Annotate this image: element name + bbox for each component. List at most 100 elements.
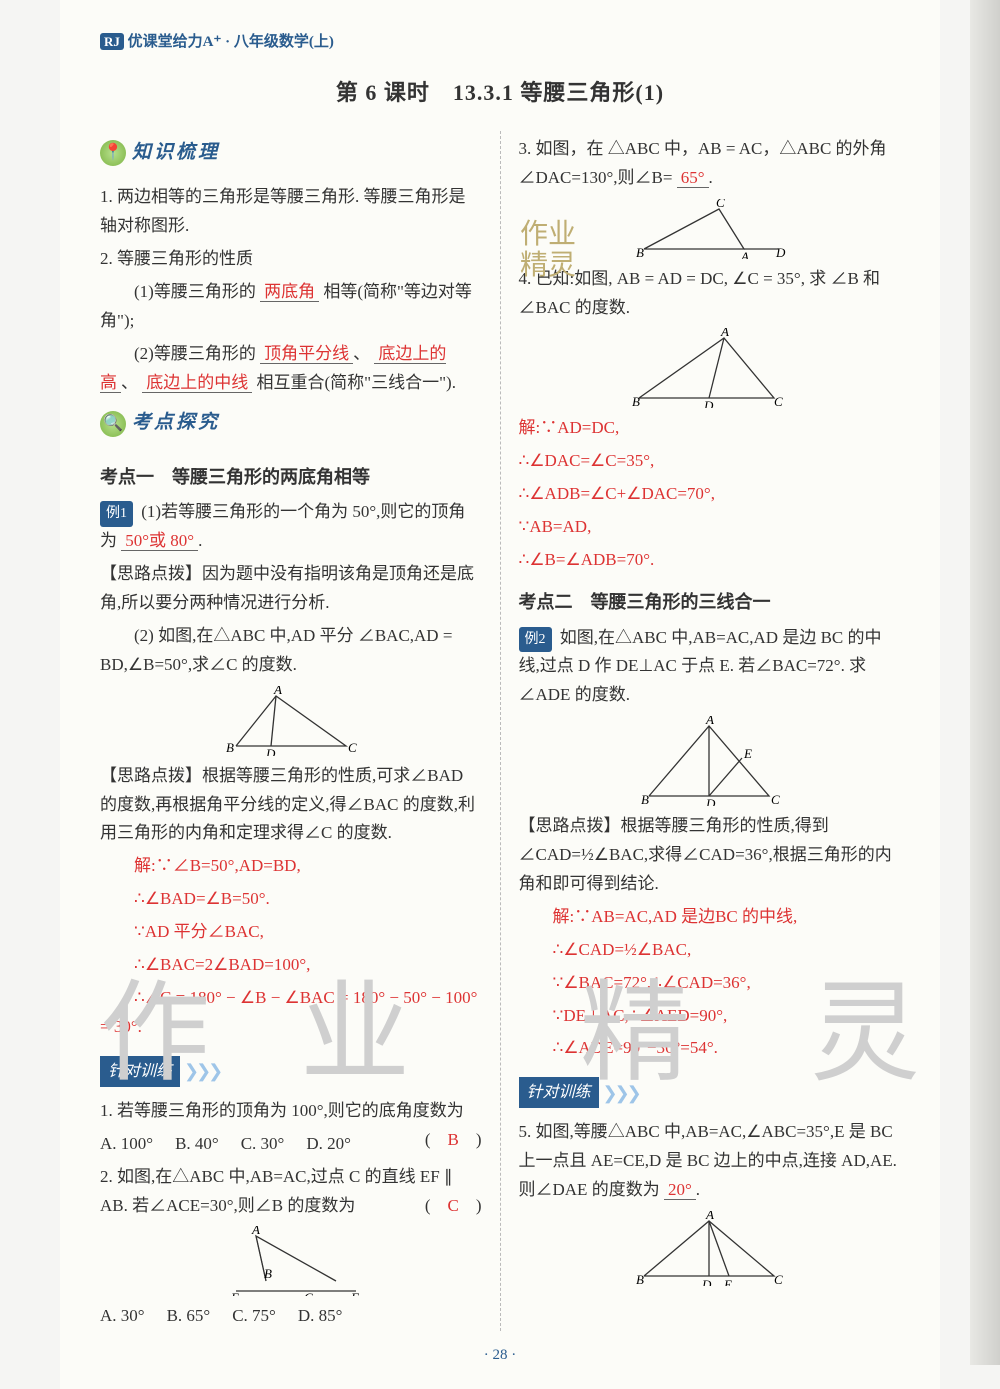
svg-text:E: E — [743, 746, 752, 761]
figure-q4: A B D C — [519, 328, 901, 408]
triangle-icon: A B D C E — [624, 716, 794, 806]
text: 5. 如图,等腰△ABC 中,AB=AC,∠ABC=35°,E 是 BC 上一点… — [519, 1122, 897, 1199]
section-label: 考点探究 — [132, 407, 220, 439]
answer-blank: 顶角平分线 — [260, 344, 353, 364]
svg-text:B: B — [636, 245, 644, 259]
figure-triangle-abc-d: A B D C — [100, 686, 482, 756]
sol-line: ∴∠CAD=½∠BAC, — [519, 936, 901, 965]
figure-q5: A B D E C — [519, 1211, 901, 1286]
sol-line: ∴∠C = 180° − ∠B − ∠BAC = 180° − 50° − 10… — [100, 984, 482, 1042]
training-label: 针对训练 — [100, 1056, 180, 1087]
sol-line: 解:∵AB=AC,AD 是边BC 的中线, — [519, 903, 901, 932]
answer: C — [447, 1196, 458, 1215]
kaodian-2-title: 考点二 等腰三角形的三线合一 — [519, 587, 901, 618]
text: 如图,在△ABC 中,AB=AC,AD 是边 BC 的中线,过点 D 作 DE⊥… — [519, 628, 882, 705]
svg-text:B: B — [641, 792, 649, 806]
sol-line: ∴∠ADE=90°−36°=54°. — [519, 1034, 901, 1063]
svg-text:E: E — [723, 1277, 732, 1286]
knowledge-2: 2. 等腰三角形的性质 — [100, 245, 482, 274]
text: 2. 如图,在△ABC 中,AB=AC,过点 C 的直线 EF ∥ AB. 若∠… — [100, 1167, 452, 1215]
text: (1)等腰三角形的 — [134, 282, 256, 301]
svg-text:C: C — [771, 792, 780, 806]
q5: 5. 如图,等腰△ABC 中,AB=AC,∠ABC=35°,E 是 BC 上一点… — [519, 1118, 901, 1205]
pin-icon: 📍 — [100, 140, 126, 166]
knowledge-1: 1. 两边相等的三角形是等腰三角形. 等腰三角形是轴对称图形. — [100, 183, 482, 241]
example-1-tip: 【思路点拨】因为题中没有指明该角是顶角还是底角,所以要分两种情况进行分析. — [100, 560, 482, 618]
sol-line: 解:∵AD=DC, — [519, 414, 901, 443]
chevron-icon: ❯❯❯ — [184, 1056, 220, 1087]
svg-text:A: A — [740, 249, 749, 259]
text: (2)等腰三角形的 — [134, 344, 256, 363]
knowledge-2a: (1)等腰三角形的 两底角 相等(简称"等边对等角"); — [100, 278, 482, 336]
opt: A. 30° — [100, 1302, 145, 1331]
text: 1. 若等腰三角形的顶角为 100°,则它的底角度数为 — [100, 1101, 464, 1120]
magnifier-icon: 🔍 — [100, 411, 126, 437]
sol-line: ∵AB=AD, — [519, 513, 901, 542]
sol-line: ∴∠BAC=2∠BAD=100°, — [100, 951, 482, 980]
training-label: 针对训练 — [519, 1077, 599, 1108]
sol-line: ∴∠ADB=∠C+∠DAC=70°, — [519, 480, 901, 509]
opt: B. 40° — [175, 1130, 219, 1159]
opt: C. 30° — [241, 1130, 285, 1159]
svg-text:A: A — [251, 1226, 260, 1237]
triangle-icon: C B A D — [624, 199, 794, 259]
left-column: 📍 知识梳理 1. 两边相等的三角形是等腰三角形. 等腰三角形是轴对称图形. 2… — [100, 131, 482, 1331]
svg-text:C: C — [304, 1290, 313, 1296]
example-1: 例1 (1)若等腰三角形的一个角为 50°,则它的顶角为 50°或 80°. — [100, 498, 482, 556]
figure-q2: A B E C F — [100, 1226, 482, 1296]
svg-text:A: A — [705, 1211, 714, 1222]
sol-line: 解:∵∠B=50°,AD=BD, — [100, 852, 482, 881]
answer-blank: 50°或 80° — [121, 531, 198, 551]
book-header-text: 优课堂给力A⁺ · 八年级数学(上) — [128, 34, 334, 50]
triangle-icon: A B D C — [216, 686, 366, 756]
figure-ex2: A B D C E — [519, 716, 901, 806]
example-1b: (2) 如图,在△ABC 中,AD 平分 ∠BAC,AD = BD,∠B=50°… — [100, 622, 482, 680]
q2-options: A. 30° B. 65° C. 75° D. 85° — [100, 1302, 482, 1331]
answer-blank: 两底角 — [260, 282, 319, 302]
chevron-icon: ❯❯❯ — [603, 1078, 639, 1109]
opt: A. 100° — [100, 1130, 153, 1159]
training-banner: 针对训练 ❯❯❯ — [519, 1077, 639, 1108]
svg-text:C: C — [716, 199, 725, 210]
svg-text:D: D — [775, 245, 786, 259]
opt: C. 75° — [232, 1302, 276, 1331]
svg-text:C: C — [774, 394, 783, 408]
sol-line: ∵∠BAC=72°,∴∠CAD=36°, — [519, 969, 901, 998]
example-1b-tip: 【思路点拨】根据等腰三角形的性质,可求∠BAD 的度数,再根据角平分线的定义,得… — [100, 762, 482, 849]
svg-text:D: D — [705, 796, 716, 806]
right-column: 3. 如图，在 △ABC 中，AB = AC，△ABC 的外角 ∠DAC=130… — [519, 131, 901, 1331]
stamp-line: 精灵 — [520, 250, 576, 281]
opt: D. 20° — [306, 1130, 351, 1159]
example-2: 例2 如图,在△ABC 中,AB=AC,AD 是边 BC 的中线,过点 D 作 … — [519, 624, 901, 711]
book-header: RJ 优课堂给力A⁺ · 八年级数学(上) — [100, 30, 900, 56]
svg-text:D: D — [703, 398, 714, 408]
two-column-layout: 📍 知识梳理 1. 两边相等的三角形是等腰三角形. 等腰三角形是轴对称图形. 2… — [100, 131, 900, 1331]
answer-blank: 底边上的中线 — [142, 373, 252, 393]
stamp: 作业 精灵 — [520, 220, 576, 282]
svg-text:B: B — [226, 740, 234, 755]
stamp-line: 作业 — [520, 219, 576, 250]
triangle-icon: A B E C F — [216, 1226, 366, 1296]
triangle-icon: A B D C — [624, 328, 794, 408]
sol-line: ∵AD 平分∠BAC, — [100, 918, 482, 947]
kaodian-1-title: 考点一 等腰三角形的两底角相等 — [100, 462, 482, 493]
svg-text:A: A — [720, 328, 729, 339]
opt: B. 65° — [167, 1302, 211, 1331]
example-tag: 例2 — [519, 627, 552, 653]
q1-options: A. 100° B. 40° C. 30° D. 20° — [100, 1130, 425, 1159]
text: 相互重合(简称"三线合一"). — [257, 373, 456, 392]
sol-line: ∴∠B=∠ADB=70°. — [519, 546, 901, 575]
q1: 1. 若等腰三角形的顶角为 100°,则它的底角度数为 ( B ) — [100, 1097, 482, 1126]
section-knowledge: 📍 知识梳理 — [100, 137, 220, 169]
answer-blank: 20° — [664, 1180, 696, 1200]
q2: 2. 如图,在△ABC 中,AB=AC,过点 C 的直线 EF ∥ AB. 若∠… — [100, 1163, 482, 1221]
opt: D. 85° — [298, 1302, 343, 1331]
svg-text:A: A — [273, 686, 282, 697]
sol-line: ∴∠BAD=∠B=50°. — [100, 885, 482, 914]
answer: B — [447, 1130, 458, 1149]
svg-text:D: D — [701, 1277, 712, 1286]
logo-badge: RJ — [100, 33, 124, 50]
knowledge-2b: (2)等腰三角形的 顶角平分线、 底边上的高、 底边上的中线 相互重合(简称"三… — [100, 340, 482, 398]
svg-text:B: B — [636, 1272, 644, 1286]
triangle-icon: A B D E C — [624, 1211, 794, 1286]
